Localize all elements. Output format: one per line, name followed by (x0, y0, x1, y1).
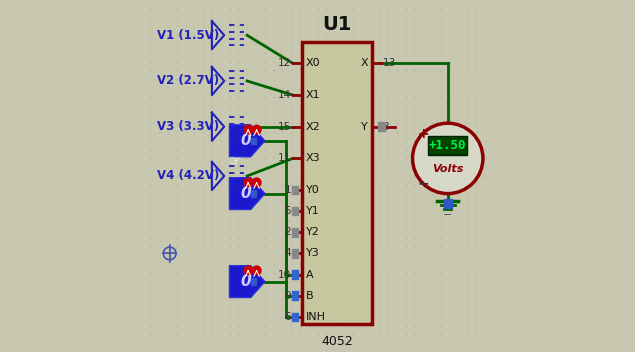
Text: −: − (417, 176, 429, 190)
Text: 4052: 4052 (321, 335, 352, 348)
Bar (292, 186, 298, 194)
Circle shape (244, 178, 253, 187)
Bar (251, 138, 257, 144)
Text: V1 (1.5V): V1 (1.5V) (157, 29, 220, 42)
Text: 2: 2 (284, 227, 291, 237)
Text: +1.50: +1.50 (429, 139, 467, 152)
Circle shape (413, 123, 483, 194)
Text: 11: 11 (278, 153, 291, 163)
Text: X2: X2 (306, 122, 321, 132)
Circle shape (252, 125, 261, 134)
Bar (292, 249, 298, 258)
Bar (251, 278, 257, 285)
Text: 15: 15 (278, 122, 291, 132)
Text: 14: 14 (278, 90, 291, 100)
Text: B: B (306, 291, 314, 301)
Bar (429, 136, 467, 155)
Text: 5: 5 (284, 206, 291, 216)
Text: V4 (4.2V): V4 (4.2V) (157, 170, 220, 182)
Text: 0: 0 (240, 186, 251, 201)
Text: 9: 9 (284, 291, 291, 301)
Text: Y: Y (361, 122, 368, 132)
Text: Volts: Volts (432, 164, 464, 174)
Text: X: X (360, 58, 368, 68)
Text: A: A (306, 270, 314, 279)
Text: V3 (3.3V): V3 (3.3V) (157, 120, 220, 133)
Polygon shape (229, 266, 265, 297)
Bar (292, 270, 298, 279)
Text: 1: 1 (284, 185, 291, 195)
Bar (302, 42, 372, 324)
Text: X3: X3 (306, 153, 321, 163)
Text: Y3: Y3 (306, 249, 319, 258)
Text: X1: X1 (306, 90, 321, 100)
Bar (292, 313, 298, 321)
Bar (292, 291, 298, 300)
Text: 0: 0 (240, 133, 251, 148)
Text: Y2: Y2 (306, 227, 320, 237)
Text: Y0: Y0 (306, 185, 319, 195)
Circle shape (244, 125, 253, 134)
Text: V2 (2.7V): V2 (2.7V) (157, 75, 220, 87)
Text: X0: X0 (306, 58, 321, 68)
Polygon shape (229, 125, 265, 157)
Polygon shape (229, 178, 265, 209)
Text: 3: 3 (383, 122, 389, 132)
Text: 13: 13 (383, 58, 396, 68)
Text: +: + (417, 127, 429, 141)
Text: 10: 10 (278, 270, 291, 279)
Text: 4: 4 (284, 249, 291, 258)
Text: INH: INH (306, 312, 326, 322)
Bar (378, 122, 385, 131)
Text: ☞: ☞ (229, 153, 241, 167)
Circle shape (252, 266, 261, 275)
Bar (443, 199, 452, 208)
Circle shape (244, 266, 253, 275)
Text: Y1: Y1 (306, 206, 319, 216)
Bar (251, 190, 257, 197)
Text: 6: 6 (284, 312, 291, 322)
Text: 12: 12 (278, 58, 291, 68)
Bar (292, 228, 298, 237)
Text: 0: 0 (240, 274, 251, 289)
Bar (292, 207, 298, 215)
Text: U1: U1 (322, 15, 352, 34)
Text: −: − (443, 210, 452, 220)
Circle shape (252, 178, 261, 187)
